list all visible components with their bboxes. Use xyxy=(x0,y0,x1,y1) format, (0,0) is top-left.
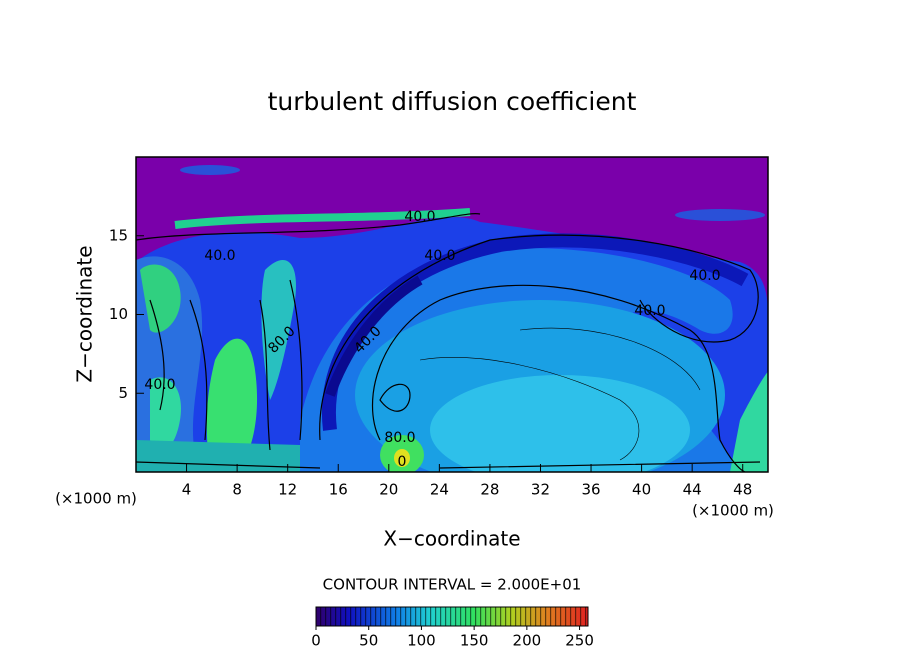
colorbar-tick-label: 100 xyxy=(407,632,436,650)
contour-field xyxy=(136,157,768,472)
x-tick-label: 40 xyxy=(632,481,651,499)
x-axis-label: X−coordinate xyxy=(383,527,520,551)
x-tick-label: 28 xyxy=(480,481,499,499)
colorbar-tick-label: 150 xyxy=(460,632,489,650)
colorbar-tick-label: 0 xyxy=(311,632,321,650)
y-tick-label: 10 xyxy=(109,305,128,323)
colorbar-tick-label: 50 xyxy=(359,632,378,650)
colorbar-tick-label: 200 xyxy=(513,632,542,650)
contour-label: 40.0 xyxy=(689,268,720,284)
colorbar-tick-label: 250 xyxy=(565,632,594,650)
x-tick-label: 4 xyxy=(182,481,192,499)
x-tick-label: 8 xyxy=(232,481,242,499)
contour-label: 40.0 xyxy=(424,248,455,264)
y-axis-label: Z−coordinate xyxy=(73,245,97,382)
contour-label: 40.0 xyxy=(404,209,435,225)
contour-label: 40.0 xyxy=(144,377,175,393)
x-tick-label: 20 xyxy=(379,481,398,499)
x-tick-label: 44 xyxy=(683,481,702,499)
x-unit: (×1000 m) xyxy=(692,502,774,520)
contour-label: 40.0 xyxy=(204,248,235,264)
x-tick-label: 32 xyxy=(531,481,550,499)
contour-label: 40.0 xyxy=(634,303,665,319)
x-tick-label: 48 xyxy=(733,481,752,499)
x-tick-label: 36 xyxy=(581,481,600,499)
contour-label: 80.0 xyxy=(384,430,415,446)
contour-label: 0 xyxy=(398,454,407,470)
x-tick-label: 24 xyxy=(430,481,449,499)
contour-interval: CONTOUR INTERVAL = 2.000E+01 xyxy=(323,576,582,594)
x-tick-label: 16 xyxy=(329,481,348,499)
colorbar-stripes xyxy=(315,606,589,627)
y-tick-label: 5 xyxy=(118,384,128,402)
x-tick-label: 12 xyxy=(278,481,297,499)
y-tick-label: 15 xyxy=(109,226,128,244)
chart-title: turbulent diffusion coefficient xyxy=(268,87,637,116)
y-unit: (×1000 m) xyxy=(55,490,137,508)
